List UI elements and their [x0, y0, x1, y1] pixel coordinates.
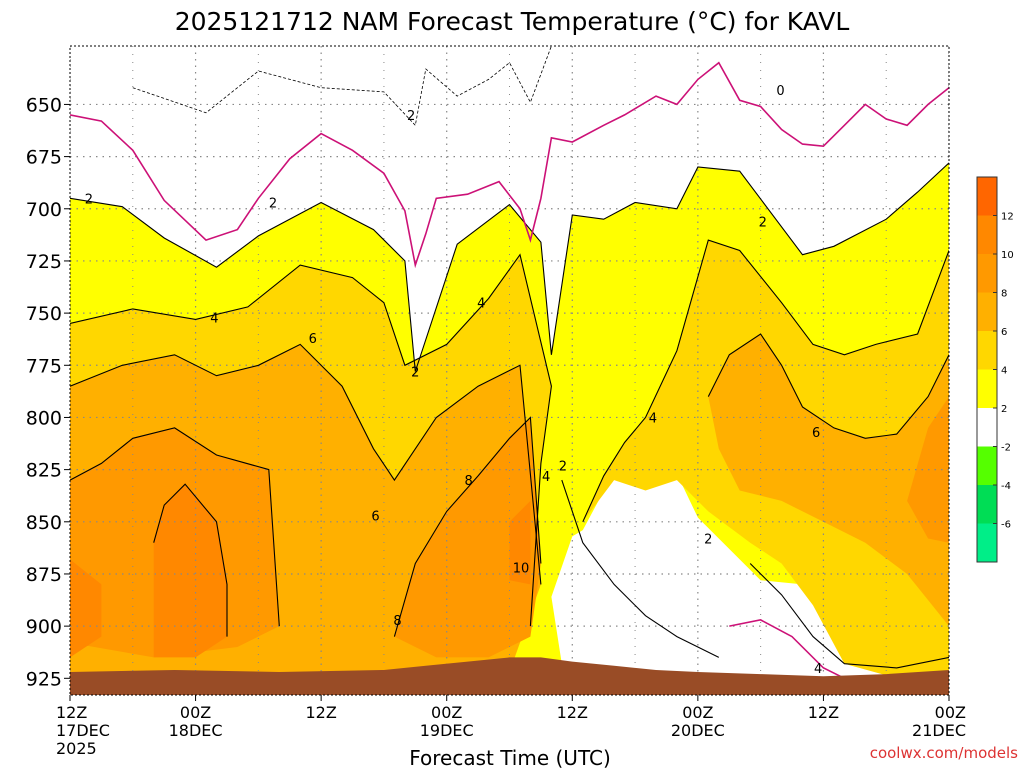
- contour-line: [70, 253, 552, 627]
- colorbar-bin: [977, 523, 997, 562]
- colorbar-label: -4: [1001, 481, 1011, 492]
- contour-line: [393, 416, 542, 637]
- x-tick-label: 18DEC: [169, 721, 223, 740]
- chart-title: 2025121712 NAM Forecast Temperature (°C)…: [175, 7, 850, 36]
- contour-line: [707, 333, 949, 439]
- fill-t10b: [70, 559, 102, 658]
- colorbar-label: -6: [1001, 520, 1011, 531]
- contour-label: 6: [812, 426, 820, 441]
- contour-label: 10: [513, 562, 530, 577]
- colorbar-bin: [977, 215, 997, 254]
- x-tick-label: 00Z: [180, 703, 211, 722]
- credit-text: coolwx.com/models: [870, 744, 1018, 762]
- contour-label: 2: [759, 215, 767, 230]
- contour-minus2: [132, 46, 552, 127]
- contour-label: 4: [477, 297, 485, 312]
- colorbar-bin: [977, 292, 997, 331]
- contour-label: 4: [210, 311, 218, 326]
- y-tick-label: 850: [26, 512, 62, 534]
- x-tick-label: 20DEC: [671, 721, 725, 740]
- fill-t10: [153, 484, 227, 658]
- colorbar-label: 6: [1001, 327, 1007, 338]
- y-tick-label: 775: [26, 355, 62, 377]
- contour-label: 4: [814, 662, 822, 677]
- contour-line: [70, 162, 949, 372]
- colorbar-bin: [977, 485, 997, 524]
- contour-line: [561, 479, 720, 658]
- x-tick-label: 00Z: [682, 703, 713, 722]
- y-tick-label: 700: [26, 199, 62, 221]
- colorbar-label: 10: [1001, 250, 1014, 261]
- contour-label: 2: [559, 459, 567, 474]
- contour-line: [749, 563, 949, 669]
- colorbar-bin: [977, 177, 997, 216]
- contour-line: [70, 427, 280, 627]
- grid-lines: [70, 46, 949, 695]
- contour-label: 2: [269, 197, 277, 212]
- colorbar-bin: [977, 446, 997, 485]
- x-tick-label: 17DEC: [56, 721, 110, 740]
- y-tick-label: 800: [26, 407, 62, 429]
- colorbar-label: 8: [1001, 289, 1007, 300]
- terrain-fill: [70, 657, 949, 695]
- y-tick-label: 925: [26, 668, 62, 690]
- colorbar-label: 2: [1001, 404, 1007, 415]
- x-tick-label: 2025: [56, 739, 97, 758]
- fill-t8b: [394, 417, 541, 658]
- temperature-fills: [70, 46, 949, 679]
- contour-line: [153, 483, 228, 637]
- contour-label: 4: [542, 470, 550, 485]
- x-tick-label: 12Z: [305, 703, 336, 722]
- contour-line: [582, 239, 949, 523]
- y-tick-label: 725: [26, 251, 62, 273]
- x-tick-label: 12Z: [557, 703, 588, 722]
- contour-label: 2: [411, 366, 419, 381]
- y-tick-label: 650: [26, 94, 62, 116]
- contour-lines: [70, 46, 949, 680]
- contour-label: 8: [465, 474, 473, 489]
- contour-line: [70, 343, 542, 585]
- contour-zero-lower: [729, 619, 845, 680]
- colorbar-bin: [977, 408, 997, 447]
- x-tick-label: 12Z: [808, 703, 839, 722]
- contour-label: 6: [371, 510, 379, 525]
- y-tick-label: 900: [26, 616, 62, 638]
- x-tick-label: 21DEC: [912, 721, 966, 740]
- fill-t6b: [708, 334, 949, 627]
- x-axis-label: Forecast Time (UTC): [409, 746, 611, 768]
- contour-label: 8: [393, 614, 401, 629]
- contour-label: 4: [649, 411, 657, 426]
- x-tick-label: 19DEC: [420, 721, 474, 740]
- contour-label: 2: [85, 192, 93, 207]
- colorbar-bin: [977, 254, 997, 293]
- y-axis-ticks: 650 675 700 725 750 775 800 825 850 875 900 925: [26, 94, 70, 690]
- terrain-layer: [70, 657, 949, 695]
- y-tick-label: 675: [26, 147, 62, 169]
- y-tick-label: 750: [26, 303, 62, 325]
- colorbar: 12 10 8 6 4 2 -2 -4 -6: [976, 176, 1014, 563]
- fill-zero: [70, 46, 949, 266]
- x-tick-label: 00Z: [431, 703, 462, 722]
- colorbar-label: 12: [1001, 212, 1014, 223]
- contour-label: 2: [704, 532, 712, 547]
- colorbar-bin: [977, 331, 997, 370]
- contour-label: 6: [309, 332, 317, 347]
- y-tick-label: 825: [26, 460, 62, 482]
- y-tick-label: 875: [26, 564, 62, 586]
- x-tick-label: 12Z: [56, 703, 87, 722]
- x-tick-label: 00Z: [935, 703, 966, 722]
- contour-label: 0: [776, 84, 784, 99]
- contour-zero: [70, 61, 949, 269]
- contour-label: 2: [407, 109, 415, 124]
- colorbar-bin: [977, 369, 997, 408]
- colorbar-label: -2: [1001, 443, 1011, 454]
- colorbar-label: 4: [1001, 366, 1007, 377]
